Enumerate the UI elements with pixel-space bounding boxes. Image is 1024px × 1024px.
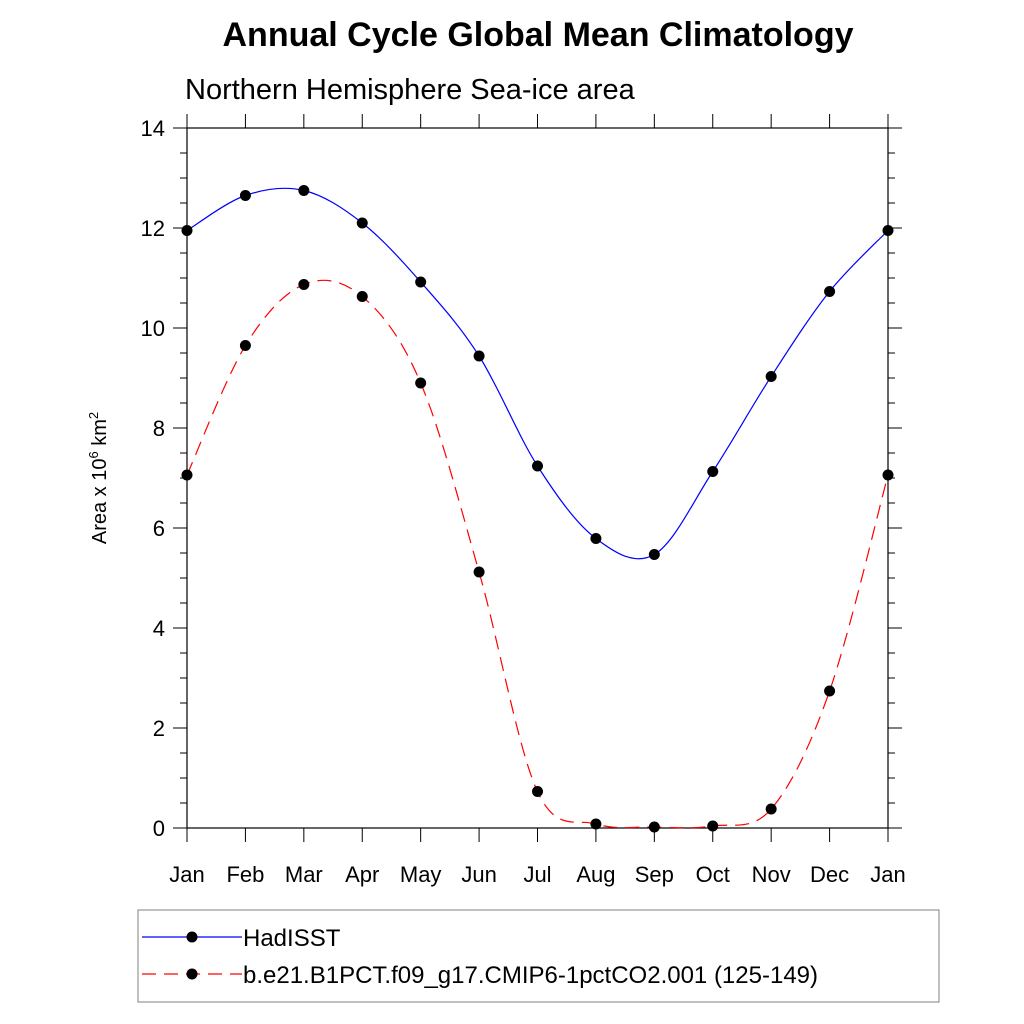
chart-title: Annual Cycle Global Mean Climatology bbox=[223, 16, 854, 54]
data-point-series-2 bbox=[882, 469, 894, 481]
series-line-2 bbox=[186, 279, 889, 829]
data-point-series-1 bbox=[415, 276, 427, 288]
y-tick-label: 10 bbox=[141, 316, 165, 341]
data-point-series-2 bbox=[648, 821, 660, 833]
legend-marker-1 bbox=[186, 931, 198, 943]
data-point-series-1 bbox=[707, 466, 719, 477]
x-tick-label: Dec bbox=[810, 862, 849, 887]
data-point-series-2 bbox=[356, 291, 368, 302]
legend-label-2: b.e21.B1PCT.f09_g17.CMIP6-1pctCO2.001 (1… bbox=[243, 962, 818, 989]
data-point-series-1 bbox=[181, 225, 193, 236]
legend-marker-2 bbox=[186, 968, 198, 980]
legend-label-1: HadISST bbox=[243, 925, 341, 952]
x-tick-label: Nov bbox=[752, 862, 791, 887]
data-point-series-1 bbox=[532, 460, 543, 472]
x-tick-label: Oct bbox=[696, 862, 730, 887]
y-tick-label: 14 bbox=[141, 116, 165, 141]
y-tick-label: 8 bbox=[153, 416, 165, 441]
x-tick-label: Sep bbox=[635, 862, 674, 887]
legend: HadISST b.e21.B1PCT.f09_g17.CMIP6-1pctCO2… bbox=[142, 925, 818, 989]
series-line-1 bbox=[186, 187, 889, 560]
data-point-series-1 bbox=[824, 286, 836, 297]
legend-box bbox=[137, 909, 940, 1003]
data-point-series-1 bbox=[882, 225, 894, 236]
y-tick-label: 6 bbox=[153, 516, 165, 541]
y-tick-label: 0 bbox=[153, 816, 165, 841]
data-point-series-2 bbox=[415, 377, 427, 389]
data-point-series-2 bbox=[707, 820, 719, 832]
y-tick-label: 2 bbox=[153, 716, 165, 741]
y-tick-label: 12 bbox=[141, 216, 165, 241]
x-tick-label: Feb bbox=[226, 862, 264, 887]
data-point-series-2 bbox=[473, 566, 485, 578]
x-tick-label: Aug bbox=[576, 862, 615, 887]
data-point-series-2 bbox=[824, 685, 836, 697]
plot-frame bbox=[186, 127, 889, 829]
data-point-series-2 bbox=[239, 340, 251, 351]
x-tick-label: May bbox=[400, 862, 442, 887]
data-point-series-1 bbox=[590, 533, 602, 544]
data-point-series-2 bbox=[765, 803, 777, 815]
data-point-series-1 bbox=[473, 350, 485, 362]
data-point-series-2 bbox=[532, 786, 543, 797]
data-point-series-1 bbox=[298, 185, 310, 196]
x-tick-label: Jul bbox=[523, 862, 551, 887]
data-point-series-1 bbox=[239, 190, 251, 201]
x-tick-label: Jan bbox=[870, 862, 905, 887]
data-point-series-2 bbox=[181, 469, 193, 481]
data-point-series-1 bbox=[765, 371, 777, 382]
y-tick-label: 4 bbox=[153, 616, 165, 641]
chart-subtitle: Northern Hemisphere Sea-ice area bbox=[185, 74, 636, 106]
plot-area: 0 2 4 6 8 10 12 14 Jan Feb Mar Apr May Jun Jul Aug Sep Oc… bbox=[141, 114, 906, 887]
x-tick-label: Jan bbox=[169, 862, 204, 887]
data-point-series-2 bbox=[590, 818, 602, 830]
x-tick-label: Jun bbox=[461, 862, 496, 887]
data-point-series-1 bbox=[356, 217, 368, 229]
data-point-series-2 bbox=[298, 279, 310, 290]
x-tick-label: Apr bbox=[345, 862, 379, 887]
y-axis-label: Area x 106 km2 bbox=[86, 412, 111, 544]
x-tick-label: Mar bbox=[285, 862, 323, 887]
data-point-series-1 bbox=[648, 549, 660, 560]
